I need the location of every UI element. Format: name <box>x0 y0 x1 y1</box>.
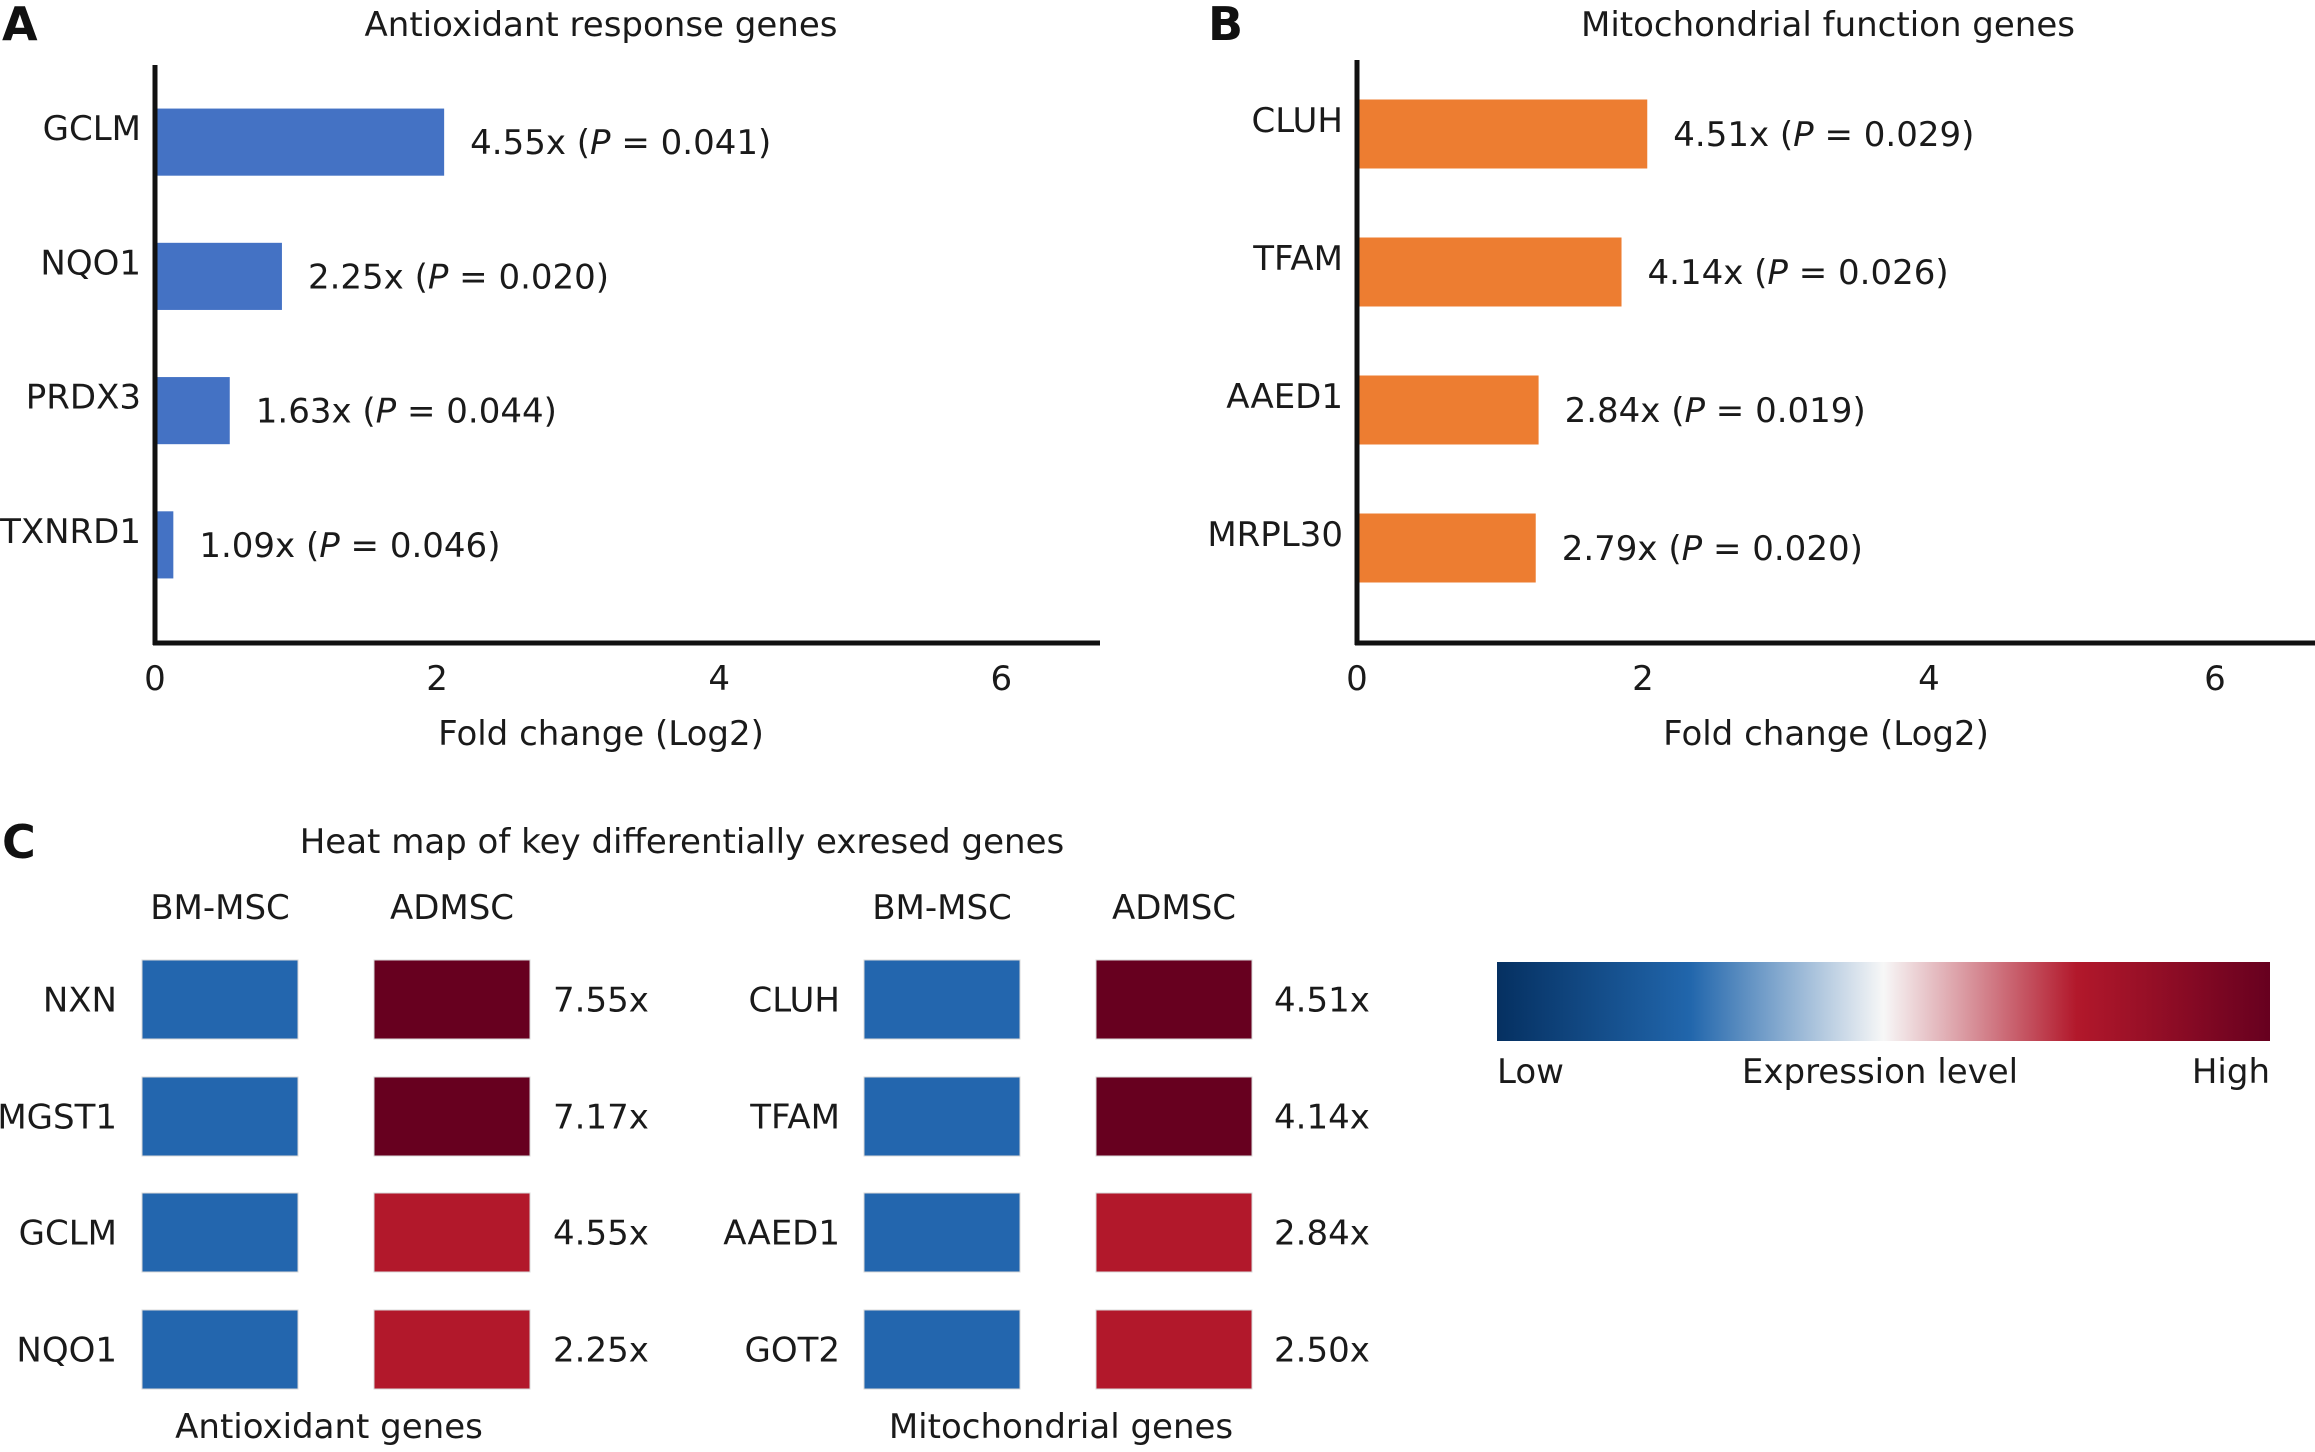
panel-b-title: Mitochondrial function genes <box>1581 5 2075 45</box>
panel-a-title: Antioxidant response genes <box>365 5 838 45</box>
fold-label-tfam: 4.14x <box>1274 1098 1370 1138</box>
heat-cell-got2-admsc <box>1095 1309 1253 1390</box>
legend-low-label: Low <box>1497 1052 1564 1092</box>
heat-cell-aaed1-bm-msc <box>863 1192 1021 1273</box>
row-label-gclm: GCLM <box>19 1214 117 1254</box>
heat-cell-tfam-bm-msc <box>863 1076 1021 1157</box>
data-label-mrpl30: 2.79x (P = 0.020) <box>1562 529 1863 569</box>
category-label-txnrd1: TXNRD1 <box>0 512 141 552</box>
column-header-bm-msc: BM-MSC <box>150 888 290 928</box>
category-label-prdx3: PRDX3 <box>26 378 141 418</box>
expression-color-scale <box>1497 962 2270 1041</box>
panel-b-x-axis-label: Fold change (Log2) <box>1663 714 1989 754</box>
legend-expression-level-label: Expression level <box>1742 1052 2018 1092</box>
fold-label-gclm: 4.55x <box>553 1214 649 1254</box>
heat-cell-nqo1-bm-msc <box>141 1309 299 1390</box>
heat-cell-nqo1-admsc <box>373 1309 531 1390</box>
heat-cell-mgst1-bm-msc <box>141 1076 299 1157</box>
data-label-gclm: 4.55x (P = 0.041) <box>470 123 771 163</box>
panel-a-bar-chart: Antioxidant response genes Fold change (… <box>0 5 1100 754</box>
x-tick-label-2: 2 <box>1632 659 1654 699</box>
heat-cell-tfam-admsc <box>1095 1076 1253 1157</box>
column-header-admsc: ADMSC <box>390 888 514 928</box>
heat-cell-gclm-bm-msc <box>141 1192 299 1273</box>
fold-label-got2: 2.50x <box>1274 1331 1370 1371</box>
bar-prdx3 <box>155 377 230 445</box>
heat-cell-gclm-admsc <box>373 1192 531 1273</box>
group-label-mitochondrial: Mitochondrial genes <box>889 1407 1233 1447</box>
category-label-gclm: GCLM <box>43 109 141 149</box>
bar-nqo1 <box>155 242 282 310</box>
fold-label-mgst1: 7.17x <box>553 1098 649 1138</box>
fold-label-nxn: 7.55x <box>553 981 649 1021</box>
heat-cell-aaed1-admsc <box>1095 1192 1253 1273</box>
panel-a-x-axis-label: Fold change (Log2) <box>438 714 764 754</box>
panel-letter-c: C <box>2 815 36 869</box>
category-label-aaed1: AAED1 <box>1226 377 1343 417</box>
panel-letter-a: A <box>2 0 38 51</box>
heat-cell-cluh-bm-msc <box>863 959 1021 1040</box>
fold-label-aaed1: 2.84x <box>1274 1214 1370 1254</box>
data-label-nqo1: 2.25x (P = 0.020) <box>308 257 609 297</box>
bar-mrpl30 <box>1357 513 1536 583</box>
row-label-nqo1: NQO1 <box>16 1331 117 1371</box>
bar-txnrd1 <box>155 511 174 579</box>
row-label-nxn: NXN <box>43 981 117 1021</box>
row-label-mgst1: MGST1 <box>0 1098 117 1138</box>
bar-aaed1 <box>1357 375 1539 445</box>
group-label-antioxidant: Antioxidant genes <box>175 1407 483 1447</box>
heat-cell-nxn-admsc <box>373 959 531 1040</box>
panel-letter-b: B <box>1208 0 1243 51</box>
fold-label-nqo1: 2.25x <box>553 1331 649 1371</box>
x-tick-label-4: 4 <box>708 659 730 699</box>
column-header-bm-msc: BM-MSC <box>872 888 1012 928</box>
data-label-tfam: 4.14x (P = 0.026) <box>1648 253 1949 293</box>
bar-cluh <box>1357 99 1648 169</box>
category-label-tfam: TFAM <box>1252 239 1343 279</box>
data-label-txnrd1: 1.09x (P = 0.046) <box>199 526 500 566</box>
heat-cell-cluh-admsc <box>1095 959 1253 1040</box>
x-tick-label-6: 6 <box>2204 659 2226 699</box>
data-label-cluh: 4.51x (P = 0.029) <box>1673 115 1974 155</box>
x-tick-label-6: 6 <box>990 659 1012 699</box>
row-label-tfam: TFAM <box>749 1098 840 1138</box>
heat-cell-mgst1-admsc <box>373 1076 531 1157</box>
row-label-got2: GOT2 <box>744 1331 840 1371</box>
data-label-aaed1: 2.84x (P = 0.019) <box>1565 391 1866 431</box>
row-label-cluh: CLUH <box>749 981 840 1021</box>
category-label-nqo1: NQO1 <box>40 243 141 283</box>
x-tick-label-0: 0 <box>1346 659 1368 699</box>
category-label-cluh: CLUH <box>1252 101 1343 141</box>
x-tick-label-2: 2 <box>426 659 448 699</box>
panel-b-bar-chart: Mitochondrial function genes Fold change… <box>1207 5 2315 754</box>
bar-tfam <box>1357 237 1622 307</box>
column-header-admsc: ADMSC <box>1112 888 1236 928</box>
legend-high-label: High <box>2192 1052 2270 1092</box>
data-label-prdx3: 1.63x (P = 0.044) <box>256 392 557 432</box>
heat-cell-nxn-bm-msc <box>141 959 299 1040</box>
category-label-mrpl30: MRPL30 <box>1207 515 1343 555</box>
bar-gclm <box>155 108 445 176</box>
row-label-aaed1: AAED1 <box>723 1214 840 1254</box>
x-tick-label-0: 0 <box>144 659 166 699</box>
heat-cell-got2-bm-msc <box>863 1309 1021 1390</box>
x-tick-label-4: 4 <box>1918 659 1940 699</box>
panel-c-heatmap: Heat map of key differentially exresed g… <box>0 822 2270 1447</box>
panel-c-title: Heat map of key differentially exresed g… <box>300 822 1065 862</box>
fold-label-cluh: 4.51x <box>1274 981 1370 1021</box>
